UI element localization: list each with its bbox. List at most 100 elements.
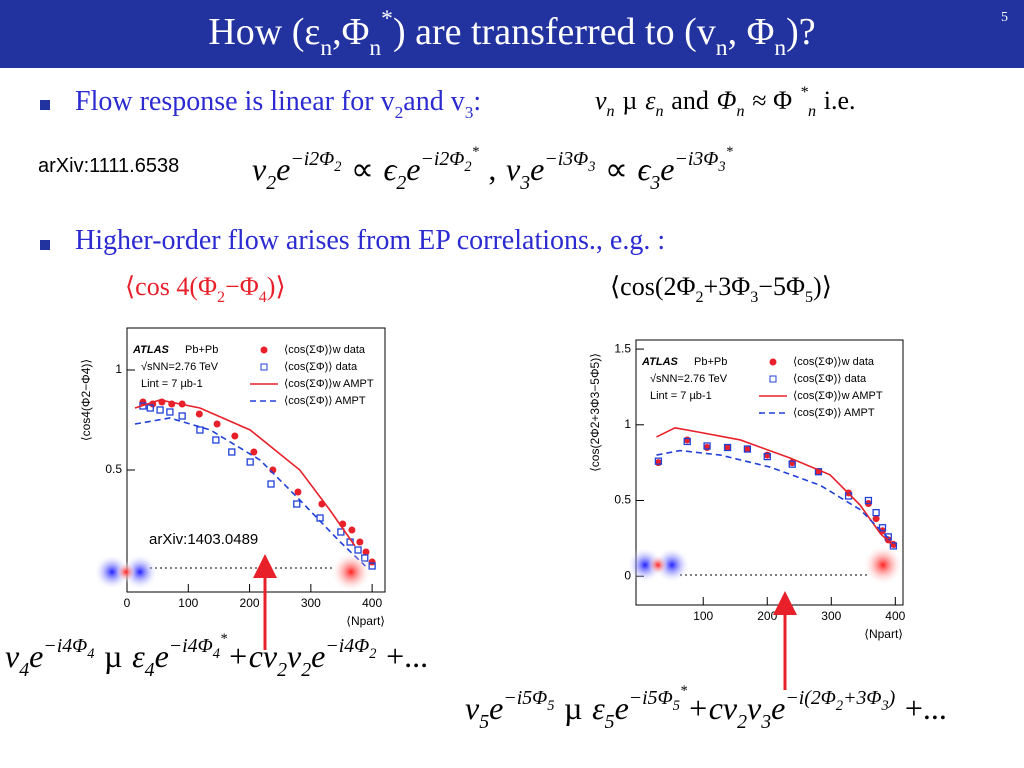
data-point (146, 404, 154, 412)
text-piece: −Φ (225, 272, 259, 301)
y-axis-label: ⟨cos4(Φ2−Φ4)⟩ (79, 359, 93, 441)
text-piece: e (406, 151, 421, 187)
data-point (356, 538, 364, 546)
text-piece: 5 (479, 710, 490, 733)
text-piece: i.e. (823, 86, 856, 115)
text-piece: −i4Φ (325, 635, 370, 658)
text-piece: ε (132, 638, 145, 674)
text-piece: ⟨ (610, 272, 621, 301)
text-piece: n (774, 34, 787, 61)
x-tick-label: 400 (362, 596, 382, 610)
x-tick-label: 400 (885, 609, 905, 623)
text-piece: 2 (396, 171, 407, 194)
annotation: Lint = 7 µb-1 (650, 390, 712, 402)
formula: vn µ εn and Φn ≈ Φ *n i.e. (595, 84, 863, 120)
legend-marker (260, 363, 268, 371)
text-piece: * (381, 6, 393, 33)
data-point (654, 457, 663, 465)
x-tick-label: 300 (301, 596, 321, 610)
text-piece: ε (592, 690, 605, 726)
legend-marker (769, 358, 777, 366)
annotation: arXiv:1403.0489 (149, 531, 258, 548)
text-piece: e (530, 151, 545, 187)
text-piece: −5Φ (758, 272, 805, 301)
text-piece: 2 (277, 658, 288, 681)
data-point (228, 448, 236, 456)
annotation: Pb+Pb (185, 344, 218, 356)
data-point (763, 452, 771, 461)
x-axis-label: ⟨Npart⟩ (864, 627, 903, 641)
nucleus-blob (863, 545, 903, 585)
data-point (139, 398, 147, 406)
data-point (872, 508, 880, 517)
text-piece: 2 (394, 102, 404, 122)
legend-label: ⟨cos(ΣΦ)⟩w AMPT (793, 390, 883, 402)
data-point (703, 442, 711, 450)
model-line (134, 399, 356, 547)
nucleus-blob (94, 554, 130, 590)
text-piece: 2 (369, 646, 377, 663)
text-piece: +... (386, 638, 429, 674)
text-piece: e (154, 638, 169, 674)
text-piece: 4 (87, 646, 95, 663)
x-tick-label: 300 (821, 609, 841, 623)
y-axis-label: ⟨cos(2Φ2+3Φ3−5Φ5)⟩ (588, 353, 602, 472)
text-piece: 4 (19, 658, 30, 681)
text-piece: 2 (464, 159, 472, 176)
text-piece: e (771, 690, 786, 726)
nucleus-blob (331, 552, 371, 592)
data-point (348, 526, 356, 534)
text-piece: −i(2Φ (785, 687, 836, 710)
text-piece: 2 (737, 710, 748, 733)
bullet-text: Flow response is linear for v2 and v3: (75, 86, 481, 122)
legend-label: ⟨cos(ΣΦ)⟩ data (793, 373, 867, 385)
text-piece: n (320, 34, 333, 61)
y-tick-label: 0.5 (614, 493, 631, 507)
y-tick-label: 1.5 (614, 341, 631, 355)
text-piece: µ (104, 638, 123, 674)
text-piece: 2 (266, 171, 277, 194)
text-piece: 3 (464, 102, 474, 122)
text-piece: 5 (547, 698, 555, 715)
data-point (196, 426, 204, 434)
text-piece: 3 (588, 159, 596, 176)
data-point (872, 515, 880, 523)
text-piece: +cv (227, 638, 278, 674)
formula: v5e−i5Φ5 µ ε5e−i5Φ5*+cv2v3e−i(2Φ2+3Φ3) +... (465, 683, 957, 733)
text-piece: n (369, 34, 382, 61)
data-point (294, 488, 302, 496)
text-piece: −i2Φ (420, 148, 465, 171)
text-piece: e (614, 690, 629, 726)
text-piece: and (671, 86, 709, 115)
text-piece: ) (266, 272, 276, 301)
text-piece: Φ (716, 86, 737, 115)
legend-label: ⟨cos(ΣΦ)⟩w data (284, 344, 366, 356)
text-piece: µ (564, 690, 583, 726)
text-piece: n (655, 103, 664, 121)
data-point (723, 443, 732, 452)
data-point (231, 432, 239, 440)
text-piece: v (747, 690, 762, 726)
data-point (788, 460, 796, 468)
data-point (368, 558, 376, 566)
header-bar (0, 0, 1024, 68)
correlator: ⟨cos 4(Φ2 −Φ4)⟩ (125, 272, 286, 306)
text-piece: e (489, 690, 504, 726)
x-tick-label: 0 (124, 596, 131, 610)
data-point (267, 480, 275, 488)
text-piece: +... (904, 690, 947, 726)
text-piece: e (660, 151, 675, 187)
text-piece: , (488, 151, 497, 187)
text-piece: v (252, 151, 267, 187)
nucleus-blob (116, 562, 136, 582)
legend-label: ⟨cos(ΣΦ)⟩ AMPT (284, 395, 366, 407)
text-piece: 2 (301, 658, 312, 681)
text-piece: ε (645, 86, 656, 115)
formula: v2e−i2Φ2 ∝ ϵ2e−i2Φ2*, v3e−i3Φ3 ∝ ϵ3e−i3Φ3* (252, 144, 733, 194)
text-piece: ) are transferred to (v (392, 11, 716, 53)
text-piece: 5 (672, 698, 680, 715)
data-point (743, 445, 752, 453)
text-piece: ∝ (605, 151, 628, 187)
